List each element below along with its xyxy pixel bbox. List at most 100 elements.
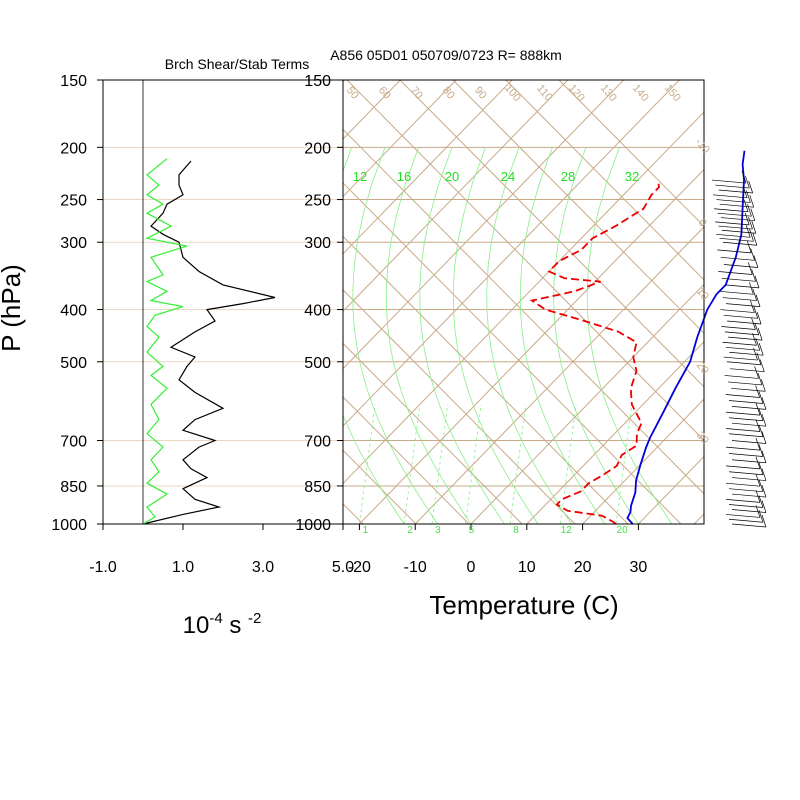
wind-barb-275 [715,221,750,226]
isotherm-0 [470,283,704,524]
wind-barb-flag-275 [744,212,750,225]
wind-barb-340 [718,271,753,275]
moist-adiabat-4 [452,147,539,524]
isotherm-30 [638,455,704,524]
wind-barb-flag-470 [755,338,761,351]
wind-barb-flag-310 [746,240,752,254]
moist-adiabat-label-16: 16 [397,169,411,184]
wind-barb-330 [723,264,758,268]
dry-adiabat-label-90: 90 [472,85,489,102]
wind-barb-310 [717,249,752,254]
wind-barb-flag-515 [759,359,765,372]
units-exponent-1: -4 [209,610,222,627]
wind-barb-flag-320 [750,248,755,261]
skewt-xtick-label--20: -20 [348,559,371,576]
wind-barb-flag-650 [761,414,767,427]
isotherm--80 [343,80,457,198]
x-axis-label-units: 10-4 s -2 [183,610,262,639]
wind-barb-410 [723,314,758,319]
right-ytick-label-250: 250 [304,193,331,210]
mixing-ratio-line-3 [465,404,482,524]
right-edge-label-10: 10 [694,286,711,303]
wind-barb-flag-880 [761,484,767,498]
right-ytick-label-1000: 1000 [295,517,331,534]
wind-barb-flag-240 [748,180,754,194]
wind-barb-flag-390 [755,294,761,307]
sounding-title: A856 05D01 050709/0723 R= 888km [330,47,562,63]
moist-adiabat-label-24: 24 [501,169,515,184]
wind-barb-flag-680 [758,424,764,437]
wind-barb-300 [722,241,757,246]
isotherm--130 [0,80,177,524]
wind-barb-flag-230 [741,170,747,184]
wind-barb-flag-575 [755,385,760,398]
wind-barb-940 [731,509,767,513]
mixing-ratio-label-12: 12 [561,525,573,536]
dry-adiabat-8 [505,80,704,281]
dry-adiabat-label-110: 110 [534,82,554,103]
wind-barb-flag-410 [753,306,759,319]
wind-barb-575 [725,394,760,398]
mixing-ratio-line-4 [509,404,527,524]
wind-barb-780 [725,465,761,470]
mixing-ratio-line-5 [559,404,577,524]
left-xtick-label-0: -1.0 [89,559,117,576]
wind-barb-flag-360 [754,275,760,289]
left-ytick-label-500: 500 [60,355,87,372]
units-base: 10 [183,612,210,639]
skewt-xtick-label-30: 30 [630,559,648,576]
isotherm--110 [0,80,289,524]
moist-adiabat-1 [352,147,438,524]
left-ytick-label-700: 700 [60,434,87,451]
wind-barb-450 [728,336,763,341]
wind-barb-flag-350 [751,269,756,282]
wind-barb-530 [724,375,759,379]
wind-barb-490 [723,356,758,361]
skewt-background-lines [0,80,704,524]
isotherm-10 [526,340,704,524]
wind-barb-665 [725,428,761,432]
left-ytick-label-250: 250 [60,193,87,210]
isotherm-20 [582,398,704,524]
wind-barb-545 [727,381,762,386]
mixing-ratio-line-6 [615,404,633,524]
wind-barb-flag-1000 [761,514,767,528]
moist-adiabat-8 [586,147,673,524]
wind-barb-flag-635 [758,408,764,421]
wind-barb-flag-420 [756,311,762,325]
wind-barb-flag-780 [755,456,761,469]
wind-barb-flag-450 [757,328,763,341]
wind-barb-flag-620 [755,403,761,416]
skewt-panel-frame [342,79,705,525]
wind-barb-320 [720,256,755,261]
wind-barb-760 [731,459,767,464]
wind-barb-flag-840 [755,474,761,487]
wind-barb-flag-940 [761,500,767,513]
skewt-xtick-label--10: -10 [404,559,427,576]
wind-barb-285 [721,229,756,234]
left-series-line-1 [142,158,188,525]
moist-adiabat-6 [519,147,606,524]
wind-barb-460 [722,341,757,346]
x-axis-label-temperature: Temperature (C) [429,590,618,620]
wind-barb-295 [719,237,754,242]
dry-adiabat-0 [343,342,523,524]
wind-barb-860 [728,488,764,493]
wind-barb-flag-800 [758,462,764,475]
right-ytick-label-200: 200 [304,140,331,157]
left-series-line-0 [142,160,276,525]
dry-adiabat-label-60: 60 [376,85,393,102]
mixing-ratio-label-2: 2 [407,525,413,536]
wind-barb-flag-720 [755,438,761,451]
isotherm--20 [359,168,704,524]
left-ytick-label-300: 300 [60,235,87,252]
dry-adiabat--1 [343,396,470,524]
dry-adiabat-label-140: 140 [630,82,651,104]
right-edge-label-0: 0 [696,217,709,229]
moist-adiabat-5 [486,147,572,524]
wind-barb-flag-285 [751,221,757,234]
skewt-series [529,150,746,525]
dry-adiabat-6 [399,80,704,388]
wind-barb-590 [728,400,764,404]
